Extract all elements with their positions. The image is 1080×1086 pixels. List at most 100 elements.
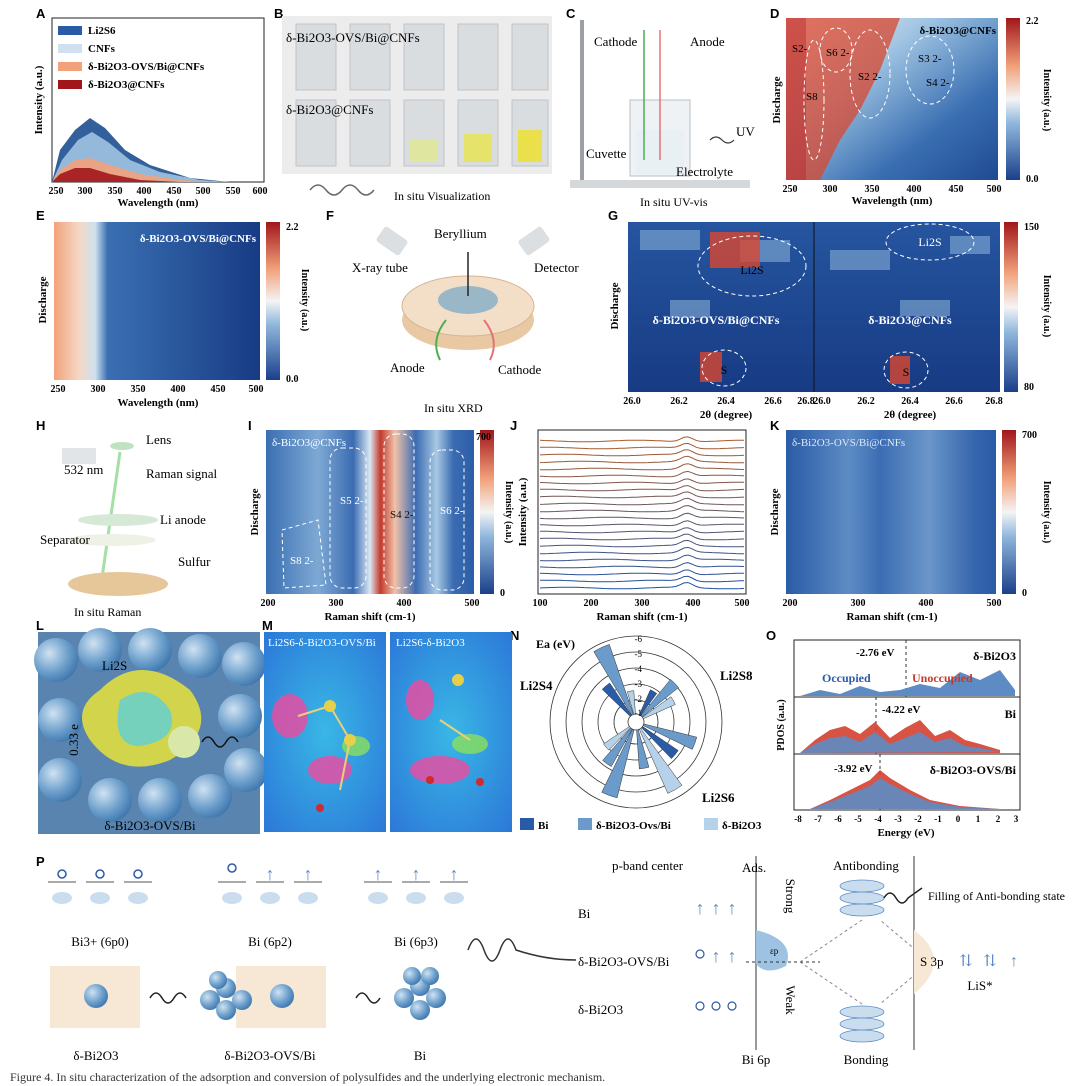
g-s-right: S (903, 365, 910, 379)
o-xtick-11: 3 (1014, 814, 1019, 824)
o-xtick-10: 2 (996, 814, 1001, 824)
f-cathode: Cathode (498, 362, 542, 377)
o-xtick-6: -2 (914, 814, 922, 824)
panel-h: Lens 532 nm Raman signal Li anode Separa… (40, 432, 218, 619)
n-legend-2: δ-Bi2O3 (722, 820, 762, 832)
figure-caption: Figure 4. In situ characterization of th… (10, 1070, 606, 1084)
p-state-0: Bi3+ (6p0) (71, 934, 129, 949)
j-spectrum-line (539, 527, 745, 534)
i-cbar-min: 0 (500, 588, 505, 599)
p-antibonding: Antibonding (833, 858, 899, 873)
svg-text:↑: ↑ (728, 946, 737, 966)
svg-text:↑: ↑ (712, 946, 721, 966)
p-state-2: Bi (6p3) (394, 934, 438, 949)
m-right-label: Li2S6-δ-Bi2O3 (396, 637, 465, 649)
panel-label-d: D (770, 6, 779, 21)
panel-e: δ-Bi2O3-OVS/Bi@CNFs Discharge 2.2 0.0 In… (37, 222, 310, 409)
panel-label-p: P (36, 854, 45, 869)
o-xtick-8: 0 (956, 814, 961, 824)
d-species-5: S8 (806, 91, 818, 103)
panel-a: Li2S6 CNFs δ-Bi2O3-OVS/Bi@CNFs δ-Bi2O3@C… (33, 17, 268, 209)
panel-p: ↑ ↑ ↑ ↑ ↑ Bi3+ (6p0) Bi (6p2) Bi (6p3) δ-Bi… (48, 856, 1065, 1067)
k-xtick-3: 500 (987, 598, 1002, 609)
svg-text:⇅: ⇅ (959, 953, 972, 970)
p-pband-title: p-band center (612, 858, 684, 873)
e-xtick-1: 300 (91, 384, 106, 395)
n-legend-1: δ-Bi2O3-Ovs/Bi (596, 820, 671, 832)
g-xtick-r3: 26.6 (945, 396, 963, 407)
o-row-name-2: δ-Bi2O3-OVS/Bi (930, 763, 1017, 777)
panel-l: Li2S 0.33 e δ-Bi2O3-OVS/Bi (34, 628, 268, 834)
a-xtick-7: 600 (253, 186, 268, 197)
o-center-2: -3.92 eV (834, 763, 873, 775)
o-row-name-0: δ-Bi2O3 (973, 649, 1016, 663)
i-species-0: S8 2- (290, 555, 314, 567)
panel-j: Intensity (a.u.) 100 200 300 400 500 Ram… (517, 429, 750, 623)
f-detector: Detector (534, 260, 579, 275)
g-cbar-label: Intensity (a.u.) (1041, 275, 1052, 338)
p-lis: LiS* (967, 978, 992, 993)
j-ylabel: Intensity (a.u.) (517, 477, 529, 546)
d-xlabel: Wavelength (nm) (852, 195, 933, 207)
c-uv: UV (736, 124, 755, 139)
g-left-title: δ-Bi2O3-OVS/Bi@CNFs (653, 313, 780, 327)
n-rose-bar (593, 644, 634, 716)
e-cbar-min: 0.0 (286, 374, 299, 385)
i-species-3: S6 2- (440, 505, 464, 517)
e-xtick-0: 250 (51, 384, 66, 395)
g-xlabel-right: 2θ (degree) (884, 409, 937, 421)
panel-label-o: O (766, 628, 776, 643)
b-row2-label: δ-Bi2O3@CNFs (286, 102, 373, 117)
b-row1-label: δ-Bi2O3-OVS/Bi@CNFs (286, 30, 420, 45)
g-xtick-r2: 26.4 (901, 396, 919, 407)
panel-k: δ-Bi2O3-OVS/Bi@CNFs Discharge 700 0 Inte… (769, 430, 1052, 623)
g-xtick-l4: 26.8 (797, 396, 815, 407)
panel-label-e: E (36, 208, 45, 223)
j-spectrum-line (539, 512, 745, 520)
n-rtick-2: -4 (635, 664, 643, 674)
i-xtick-0: 200 (261, 598, 276, 609)
n-rose-bar (636, 729, 650, 770)
j-spectrum-line (540, 485, 745, 492)
g-cbar-max: 150 (1024, 222, 1039, 233)
e-xlabel: Wavelength (nm) (118, 397, 199, 409)
n-rtick-3: -3 (635, 679, 643, 689)
p-strong: Strong (783, 879, 798, 914)
d-species-2: S2 2- (858, 71, 882, 83)
k-ylabel: Discharge (769, 488, 781, 535)
panel-label-m: M (262, 618, 273, 633)
o-row-name-1: Bi (1005, 707, 1017, 721)
i-xtick-1: 300 (329, 598, 344, 609)
k-xtick-1: 300 (851, 598, 866, 609)
n-title: Ea (eV) (536, 637, 575, 651)
panel-label-g: G (608, 208, 618, 223)
n-rose-bar (627, 690, 636, 715)
g-xtick-r4: 26.8 (985, 396, 1003, 407)
k-cbar-min: 0 (1022, 588, 1027, 599)
c-footer: In situ UV-vis (640, 195, 708, 209)
panel-d: δ-Bi2O3@CNFs S2- S6 2- S2 2- S3 2- S4 2-… (771, 16, 1052, 207)
svg-text:↑: ↑ (712, 898, 721, 918)
i-species-1: S5 2- (340, 495, 364, 507)
k-xtick-2: 400 (919, 598, 934, 609)
a-xtick-3: 400 (137, 186, 152, 197)
j-spectrum-line (539, 470, 745, 478)
d-species-1: S6 2- (826, 47, 850, 59)
e-title: δ-Bi2O3-OVS/Bi@CNFs (140, 233, 257, 245)
i-cbar-label: Intensity (a.u.) (503, 481, 514, 544)
svg-text:⇅: ⇅ (983, 953, 996, 970)
d-xtick-3: 400 (907, 184, 922, 195)
l-charge: 0.33 e (66, 724, 81, 756)
n-legend-0: Bi (538, 820, 548, 832)
j-spectrum-line (539, 569, 745, 576)
i-cbar-max: 700 (476, 432, 491, 443)
o-center-1: -4.22 eV (882, 704, 921, 716)
g-xtick-l2: 26.4 (717, 396, 735, 407)
e-xtick-5: 500 (249, 384, 264, 395)
f-anode: Anode (390, 360, 425, 375)
k-title: δ-Bi2O3-OVS/Bi@CNFs (792, 437, 905, 449)
j-spectrum-line (539, 575, 745, 583)
d-species-0: S2- (792, 43, 808, 55)
l-surface: δ-Bi2O3-OVS/Bi (104, 818, 196, 833)
j-spectrum-line (539, 539, 745, 548)
